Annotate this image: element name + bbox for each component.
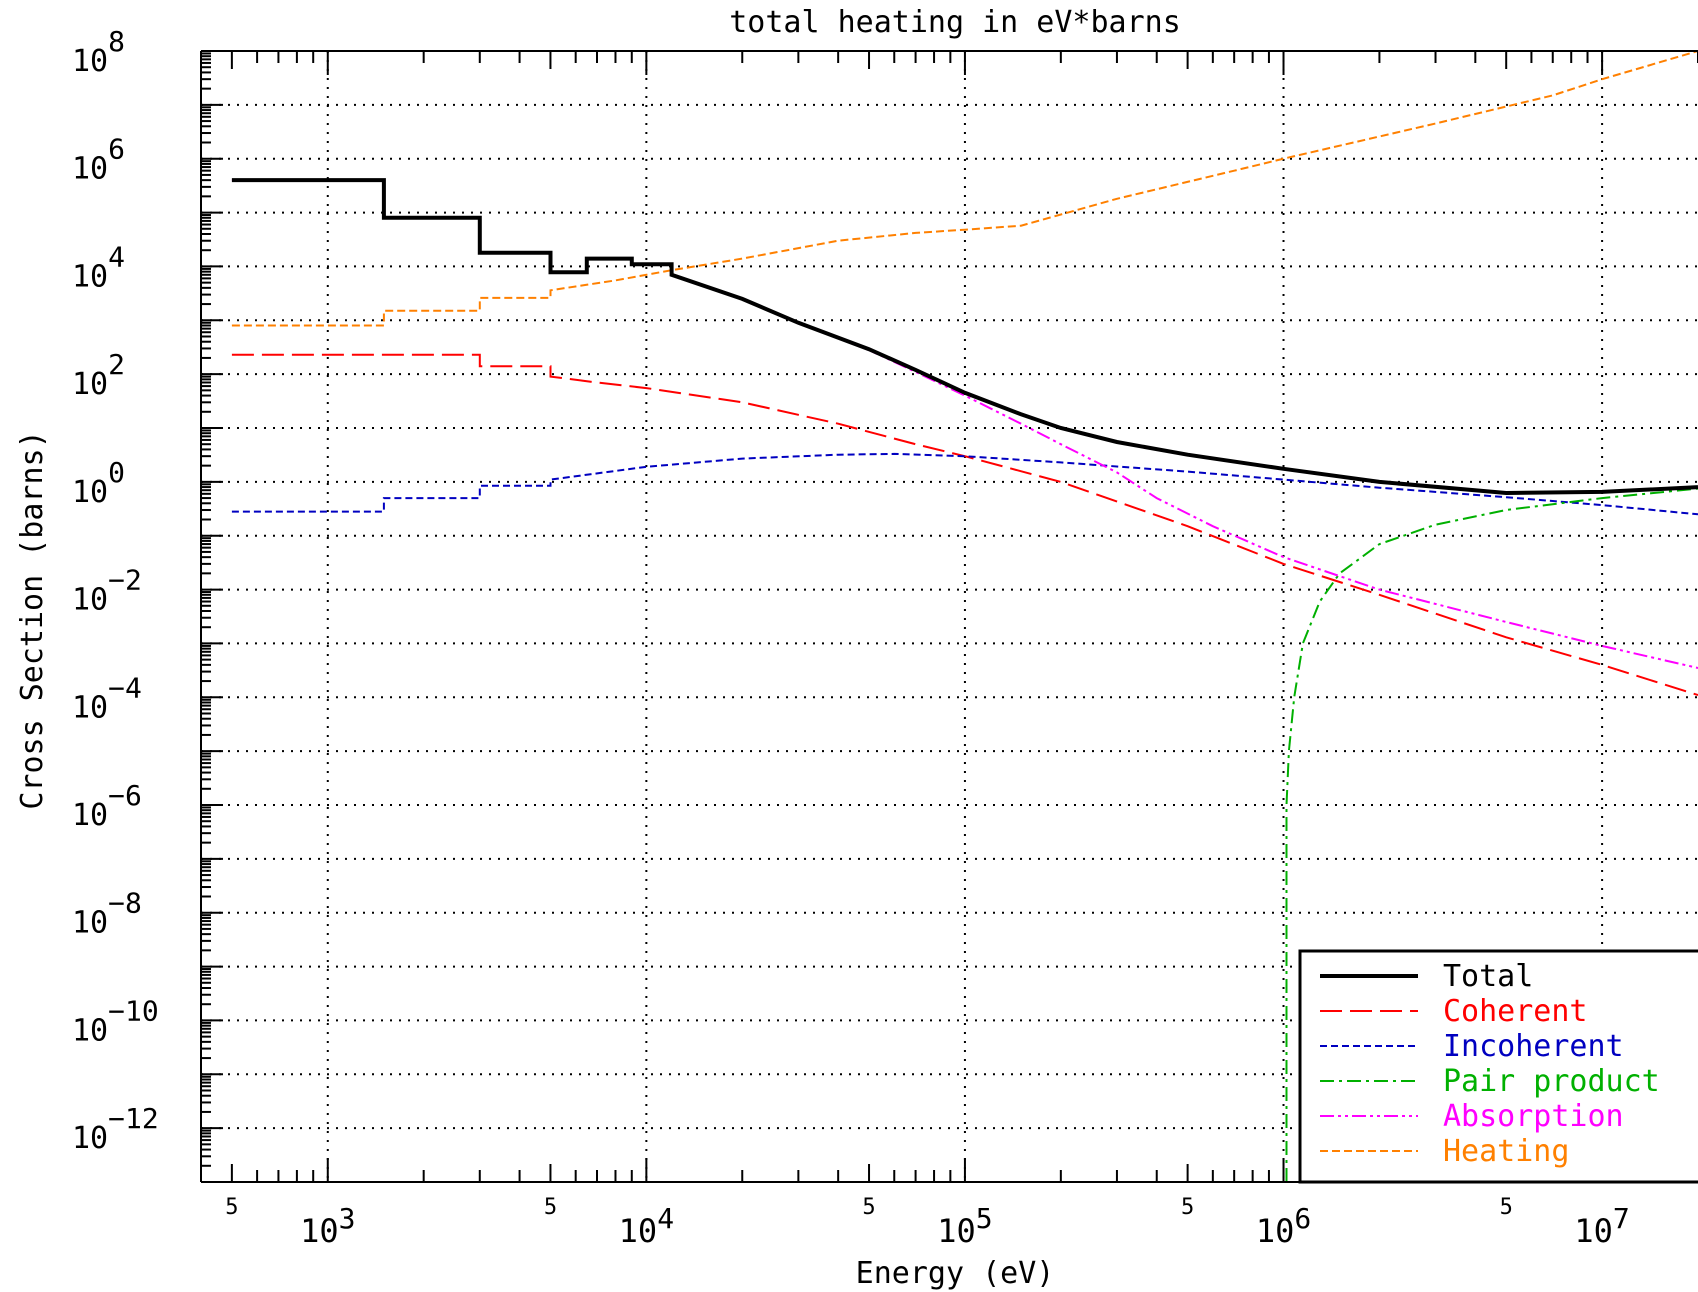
x-tick-label-base: 10 xyxy=(1574,1212,1613,1250)
y-tick-label-base: 10 xyxy=(72,1013,108,1048)
y-tick-label-base: 10 xyxy=(72,690,108,725)
legend-label-total: Total xyxy=(1443,959,1533,994)
y-tick-label-base: 10 xyxy=(72,583,108,618)
y-tick-label-base: 10 xyxy=(72,152,108,187)
legend-label-heating: Heating xyxy=(1443,1134,1569,1169)
y-tick-label-exponent: −6 xyxy=(108,779,142,812)
y-tick-label-exponent: −4 xyxy=(108,671,142,704)
series-incoherent xyxy=(231,452,1698,516)
y-tick-label: 10−6 xyxy=(72,779,142,833)
x-tick-label: 5 xyxy=(862,1195,875,1220)
x-tick-label: 5 xyxy=(544,1195,557,1220)
legend-label-absorption: Absorption xyxy=(1443,1099,1624,1134)
x-tick-label-base: 10 xyxy=(1256,1212,1295,1250)
series-absorption xyxy=(231,179,1698,669)
x-tick-label: 107 xyxy=(1574,1202,1629,1250)
x-tick-label: 104 xyxy=(619,1202,674,1250)
x-axis-label: Energy (eV) xyxy=(856,1256,1055,1291)
legend-label-coherent: Coherent xyxy=(1443,994,1588,1029)
y-tick-label: 10−4 xyxy=(72,671,142,725)
legend-label-incoherent: Incoherent xyxy=(1443,1029,1624,1064)
x-tick-label-exponent: 6 xyxy=(1294,1202,1311,1235)
x-tick-label-exponent: 3 xyxy=(339,1202,356,1235)
y-tick-label-base: 10 xyxy=(72,798,108,833)
chart-title: total heating in eV*barns xyxy=(729,5,1181,40)
y-tick-label-exponent: −8 xyxy=(108,887,142,920)
x-tick-label-exponent: 5 xyxy=(976,1202,993,1235)
y-tick-label-base: 10 xyxy=(72,367,108,402)
y-tick-label-exponent: 2 xyxy=(108,348,125,381)
series-total xyxy=(231,178,1698,496)
y-tick-label-exponent: −10 xyxy=(108,994,159,1027)
x-tick-label: 105 xyxy=(937,1202,992,1250)
y-tick-label: 10−8 xyxy=(72,887,142,941)
y-tick-label: 108 xyxy=(72,25,125,79)
series-pair-product xyxy=(1285,487,1698,1182)
grid-lines xyxy=(201,51,1698,1182)
y-tick-label: 104 xyxy=(72,240,125,294)
x-tick-label-exponent: 4 xyxy=(657,1202,674,1235)
series-lines xyxy=(231,51,1698,1182)
legend-label-pair-product: Pair product xyxy=(1443,1064,1660,1099)
y-tick-label-base: 10 xyxy=(72,906,108,941)
x-tick-label: 5 xyxy=(225,1195,238,1220)
x-tick-label: 106 xyxy=(1256,1202,1311,1250)
y-tick-label-exponent: −12 xyxy=(108,1102,159,1135)
y-tick-label-base: 10 xyxy=(72,1121,108,1156)
y-tick-label-exponent: −2 xyxy=(108,564,142,597)
y-tick-label: 102 xyxy=(72,348,125,402)
y-tick-label: 10−10 xyxy=(72,994,159,1048)
legend-box xyxy=(1298,949,1698,1184)
y-axis-label: Cross Section (barns) xyxy=(15,430,50,809)
x-tick-label: 103 xyxy=(300,1202,355,1250)
x-tick-label-base: 10 xyxy=(619,1212,658,1250)
x-tick-label-exponent: 7 xyxy=(1613,1202,1630,1235)
y-tick-label-exponent: 8 xyxy=(108,25,125,58)
x-tick-label-base: 10 xyxy=(937,1212,976,1250)
y-tick-label-base: 10 xyxy=(72,44,108,79)
y-tick-label-base: 10 xyxy=(72,259,108,294)
series-coherent xyxy=(231,353,1698,697)
x-tick-label: 5 xyxy=(1181,1195,1194,1220)
y-tick-label-base: 10 xyxy=(72,475,108,510)
y-tick-label: 100 xyxy=(72,456,125,510)
series-heating xyxy=(231,51,1698,327)
y-tick-label: 10−2 xyxy=(72,564,142,618)
y-tick-label: 10−12 xyxy=(72,1102,159,1156)
y-tick-label: 106 xyxy=(72,133,125,187)
x-tick-label: 5 xyxy=(1500,1195,1513,1220)
x-tick-label-base: 10 xyxy=(300,1212,339,1250)
y-tick-label-exponent: 0 xyxy=(108,456,125,489)
y-tick-label-exponent: 4 xyxy=(108,240,125,273)
y-tick-label-exponent: 6 xyxy=(108,133,125,166)
